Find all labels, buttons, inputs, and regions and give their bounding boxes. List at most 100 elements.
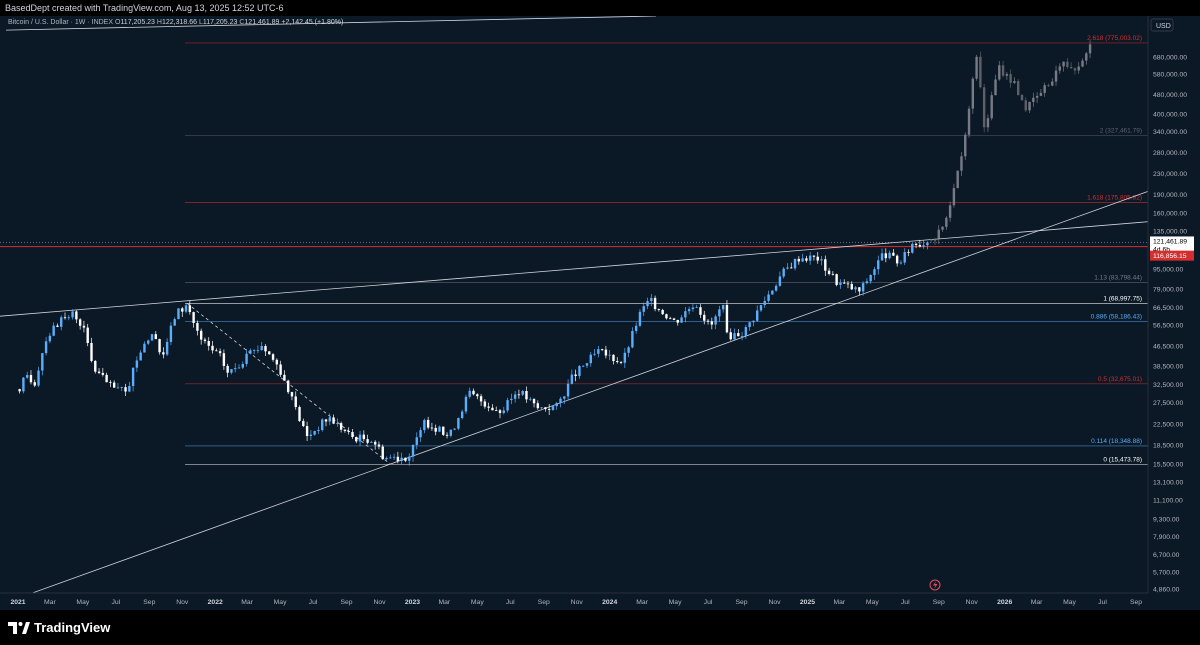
projection-candle	[1066, 61, 1069, 67]
y-tick-label: 18,500.00	[1153, 443, 1183, 450]
candle	[903, 252, 906, 263]
candle	[78, 319, 82, 326]
candle	[332, 417, 335, 424]
projection-candle	[1024, 100, 1027, 111]
y-tick-label: 66,500.00	[1153, 305, 1183, 312]
tradingview-logo[interactable]: TradingView	[8, 620, 110, 635]
projection-candle	[975, 56, 978, 79]
candle	[400, 457, 403, 462]
candle	[907, 252, 910, 253]
candle	[124, 387, 127, 392]
y-tick-label: 13,100.00	[1153, 480, 1183, 487]
fib-level-label: 2.618 (775,003.02)	[1087, 35, 1142, 42]
candle	[351, 431, 354, 438]
chart-area[interactable]: Bitcoin / U.S. Dollar · 1W · INDEX O117,…	[0, 15, 1200, 610]
candle	[555, 403, 558, 407]
candle	[25, 375, 29, 378]
candle	[858, 287, 861, 292]
red-level-box	[1150, 250, 1194, 261]
candle	[578, 365, 581, 376]
candle	[873, 269, 876, 275]
candle	[877, 260, 880, 270]
attribution-bar: BasedDept created with TradingView.com, …	[0, 0, 1200, 16]
candle	[778, 276, 782, 286]
candle	[112, 382, 116, 388]
candle	[86, 327, 89, 343]
candle	[18, 389, 21, 392]
candle	[116, 387, 120, 389]
candle	[687, 309, 691, 312]
projection-candle	[930, 239, 933, 241]
candle	[491, 407, 494, 411]
candle	[60, 317, 63, 327]
x-tick-label: Sep	[735, 599, 747, 606]
projection-candle	[971, 78, 975, 109]
chart-background	[0, 16, 1200, 610]
x-tick-label: May	[76, 599, 89, 606]
y-tick-label: 280,000.00	[1153, 150, 1187, 157]
candle	[71, 311, 74, 318]
candle	[733, 333, 736, 340]
y-tick-label: 56,500.00	[1153, 322, 1183, 329]
x-tick-label: Jul	[704, 599, 713, 606]
x-tick-label: May	[274, 599, 287, 606]
candle	[343, 429, 347, 431]
candle	[710, 321, 714, 325]
tradingview-brand: TradingView	[34, 620, 111, 635]
y-tick-label: 680,000.00	[1153, 55, 1187, 62]
candle	[135, 360, 139, 368]
y-tick-label: 9,300.00	[1153, 517, 1180, 524]
projection-candle	[933, 238, 937, 241]
candle	[279, 364, 282, 375]
close-label: C	[239, 19, 245, 26]
candle	[888, 252, 891, 259]
trend-line	[186, 303, 391, 465]
candle	[321, 419, 324, 431]
candle	[487, 406, 490, 408]
candle	[181, 308, 184, 312]
candle	[192, 312, 195, 323]
projection-candle	[1073, 68, 1077, 71]
candle	[256, 350, 260, 351]
candle	[426, 419, 430, 428]
fib-level-label: 1.13 (83,798.44)	[1094, 274, 1142, 281]
projection-candle	[1028, 101, 1031, 111]
projection-candle	[941, 226, 944, 230]
candle	[82, 325, 86, 328]
candle	[245, 353, 248, 364]
candle	[147, 340, 150, 344]
candle	[517, 394, 521, 396]
currency-label: USD	[1156, 23, 1171, 30]
candle	[582, 365, 585, 367]
candle	[203, 339, 207, 342]
projection-candle	[1039, 92, 1043, 96]
candle	[173, 319, 176, 326]
tradingview-logo-icon	[8, 621, 30, 634]
candle	[843, 282, 846, 284]
candle	[305, 426, 309, 437]
candle	[869, 274, 872, 282]
candle	[532, 398, 536, 404]
candle	[177, 308, 180, 320]
candle	[392, 456, 396, 458]
candle	[612, 354, 615, 362]
candle	[627, 347, 630, 353]
y-tick-label: 95,000.00	[1153, 266, 1183, 273]
candle	[650, 297, 653, 302]
candle	[706, 320, 710, 322]
x-tick-label: May	[471, 599, 484, 606]
candle	[347, 430, 350, 432]
projection-candle	[948, 205, 952, 218]
symbol-legend: Bitcoin / U.S. Dollar · 1W · INDEX O117,…	[8, 19, 343, 26]
x-tick-label: 2023	[405, 599, 420, 606]
candle	[653, 297, 657, 310]
price-chart[interactable]: 2.618 (775,003.02) 2 (327,461.79) 1.618 (1…	[0, 15, 1200, 610]
open-value: 117,205.23	[120, 19, 155, 26]
fib-level-label: 1 (68,997.75)	[1103, 295, 1142, 302]
x-tick-label: Mar	[636, 599, 648, 606]
candle	[824, 259, 827, 271]
candle	[63, 317, 67, 319]
projection-candle	[1013, 81, 1016, 83]
projection-candle	[1081, 60, 1084, 67]
current-price-box	[1150, 236, 1194, 254]
